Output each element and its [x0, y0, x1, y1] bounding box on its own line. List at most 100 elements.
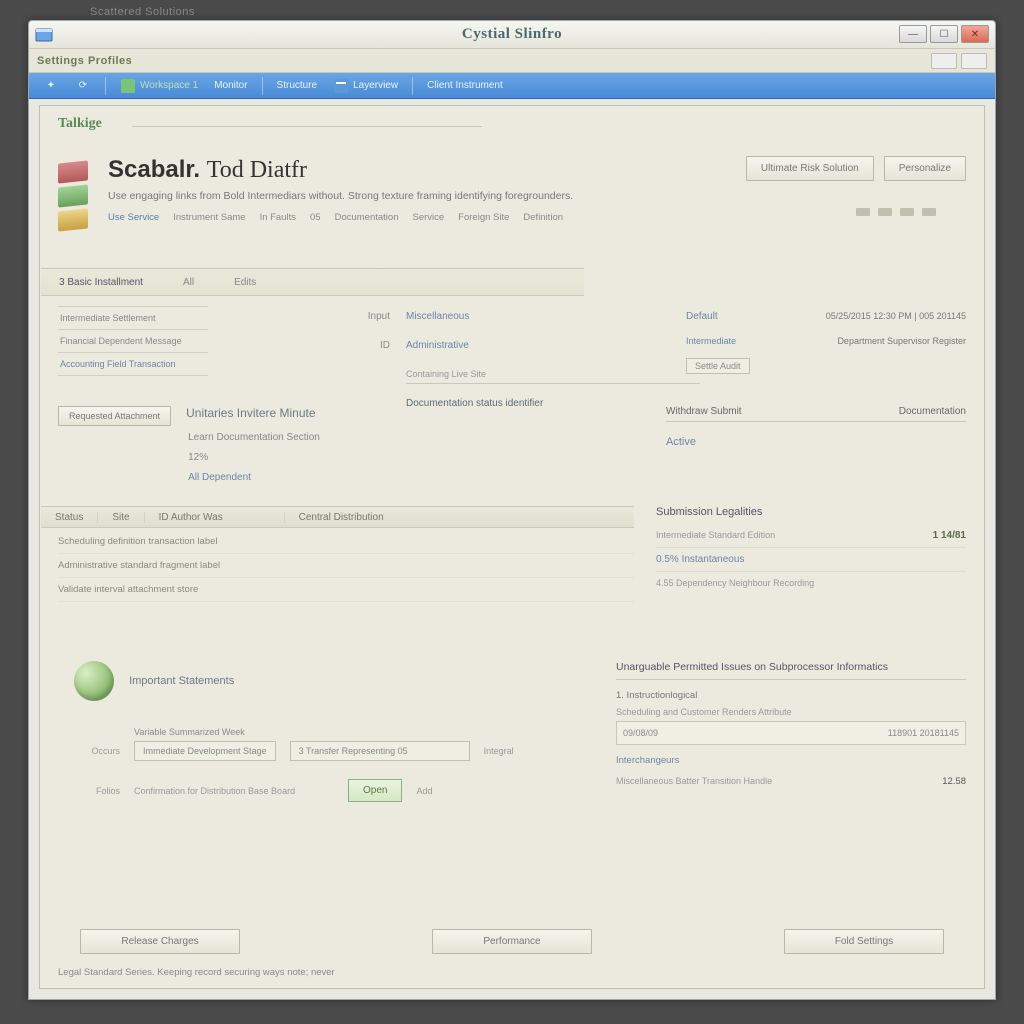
primary-action-button[interactable]: Ultimate Risk Solution: [746, 156, 874, 181]
header-icon-stack: [58, 162, 102, 234]
box-b: 118901 20181145: [888, 728, 959, 738]
issues-panel: Unarguable Permitted Issues on Subproces…: [616, 661, 966, 787]
section-title: Unitaries Invitere Minute: [186, 406, 320, 420]
col-header[interactable]: Status: [41, 512, 98, 523]
line-k: 4.55 Dependency Neighbour Recording: [656, 578, 814, 588]
field-b[interactable]: 3 Transfer Representing 05: [290, 741, 470, 761]
window-title: Cystial Slinfro: [462, 26, 562, 43]
content-area: Talkige Scabalr. Tod Diatfr Use engaging…: [39, 105, 985, 989]
filter-tab-a[interactable]: 3 Basic Installment: [59, 277, 143, 288]
add-label[interactable]: Add: [416, 786, 432, 796]
left-list-item[interactable]: Intermediate Settlement: [58, 306, 208, 330]
book-green-icon: [58, 184, 88, 207]
header-tab[interactable]: Foreign Site: [458, 212, 509, 223]
footer-btn-a[interactable]: Release Charges: [80, 929, 240, 954]
close-button[interactable]: ✕: [961, 25, 989, 43]
settle-button[interactable]: Settle Audit: [686, 358, 750, 374]
header-tab[interactable]: Definition: [523, 212, 563, 223]
tb-workspace[interactable]: Workspace 1: [114, 76, 204, 96]
tb-sep: [105, 77, 106, 95]
tb-client[interactable]: Client Instrument: [421, 78, 509, 93]
sub-toolbar: Settings Profiles: [29, 49, 995, 73]
tb-layerview[interactable]: Layerview: [327, 76, 404, 96]
brand-logo: Talkige: [58, 116, 102, 132]
desktop-hint: Scattered Solutions: [90, 6, 195, 18]
left-list: Intermediate Settlement Financial Depend…: [58, 306, 208, 376]
submission-panel: Submission Legalities Intermediate Stand…: [656, 506, 966, 594]
tb-structure[interactable]: Structure: [271, 78, 324, 93]
tb-sep: [412, 77, 413, 95]
kv-key: ID: [350, 340, 390, 351]
statements-panel: Important Statements Variable Summarized…: [74, 661, 634, 802]
sub-label: Variable Summarized Week: [134, 727, 634, 737]
field-c: Integral: [484, 746, 514, 756]
filter-tab-b[interactable]: All: [183, 277, 194, 288]
statements-title: Important Statements: [129, 675, 234, 687]
book-red-icon: [58, 160, 88, 183]
issues-title: Unarguable Permitted Issues on Subproces…: [616, 661, 966, 680]
issues-kv-v: 12.58: [942, 776, 966, 787]
field-a[interactable]: Immediate Development Stage: [134, 741, 276, 761]
request-attachment-button[interactable]: Requested Attachment: [58, 406, 171, 426]
book-yellow-icon: [58, 208, 88, 231]
header-tab[interactable]: Use Service: [108, 212, 159, 223]
row2-text: Confirmation for Distribution Base Board: [134, 786, 334, 796]
row-label: Occurs: [74, 746, 120, 756]
header-tab[interactable]: Documentation: [335, 212, 399, 223]
section-unitaries: Requested Attachment Unitaries Invitere …: [58, 406, 664, 488]
tb-sep: [262, 77, 263, 95]
tb-monitor[interactable]: Monitor: [208, 78, 253, 93]
col-header[interactable]: Site: [98, 512, 144, 523]
refresh-icon: ⟳: [75, 78, 91, 94]
row-label: Folios: [74, 786, 120, 796]
page-header: Scabalr. Tod Diatfr Use engaging links f…: [58, 156, 966, 266]
col-header[interactable]: Central Distribution: [285, 512, 398, 523]
page-subtitle: Use engaging links from Bold Intermediar…: [108, 190, 573, 202]
issues-kv-k: Interchangeurs: [616, 755, 966, 766]
doc-icon: [333, 78, 349, 94]
issues-kv-lbl: Miscellaneous Batter Transition Handle: [616, 776, 772, 787]
table-row[interactable]: Scheduling definition transaction label: [58, 530, 634, 554]
filter-band: 3 Basic Installment All Edits: [41, 268, 584, 296]
kv-val: 05/25/2015 12:30 PM | 005 201145: [826, 311, 966, 322]
kv-val: Department Supervisor Register: [837, 336, 966, 346]
header-tab[interactable]: 05: [310, 212, 321, 223]
box-a: 09/08/09: [623, 728, 658, 738]
left-list-item[interactable]: Financial Dependent Message: [58, 330, 208, 353]
subbar-btn-b[interactable]: [961, 53, 987, 69]
table-header: Status Site ID Author Was Central Distri…: [41, 506, 634, 528]
minimize-button[interactable]: —: [899, 25, 927, 43]
subbar-btn-a[interactable]: [931, 53, 957, 69]
secondary-action-button[interactable]: Personalize: [884, 156, 966, 181]
footer-buttons: Release Charges Performance Fold Setting…: [80, 929, 944, 954]
table-row[interactable]: Administrative standard fragment label: [58, 554, 634, 578]
progress-indicator: [856, 208, 936, 216]
header-tabs: Use Service Instrument Same In Faults 05…: [108, 212, 563, 223]
header-tab[interactable]: Instrument Same: [173, 212, 245, 223]
right-withdraw: Withdraw Submit Documentation Active: [666, 406, 966, 448]
main-toolbar: ✦ ⟳ Workspace 1 Monitor Structure Layerv…: [29, 73, 995, 99]
home-icon: ✦: [43, 78, 59, 94]
app-window: Cystial Slinfro — ☐ ✕ Settings Profiles …: [28, 20, 996, 1000]
footer-btn-b[interactable]: Performance: [432, 929, 592, 954]
tb-home[interactable]: ✦: [37, 76, 65, 96]
table-row[interactable]: Validate interval attachment store: [58, 578, 634, 602]
active-value: Active: [666, 436, 966, 448]
tb-refresh[interactable]: ⟳: [69, 76, 97, 96]
issues-sub1: 1. Instructionlogical: [616, 690, 966, 701]
header-tab[interactable]: Service: [412, 212, 444, 223]
kv-key: Intermediate: [686, 336, 736, 346]
left-list-item[interactable]: Accounting Field Transaction: [58, 353, 208, 376]
subbar-label: Settings Profiles: [37, 55, 132, 67]
filter-tab-c[interactable]: Edits: [234, 277, 256, 288]
orb-icon: [74, 661, 114, 701]
tb-layerview-label: Layerview: [353, 80, 398, 91]
header-tab[interactable]: In Faults: [260, 212, 296, 223]
maximize-button[interactable]: ☐: [930, 25, 958, 43]
col-header[interactable]: ID Author Was: [145, 512, 285, 523]
open-button[interactable]: Open: [348, 779, 402, 802]
footer-btn-c[interactable]: Fold Settings: [784, 929, 944, 954]
submission-title: Submission Legalities: [656, 506, 966, 518]
section-item: 12%: [188, 448, 320, 468]
issues-box: 09/08/09 118901 20181145: [616, 721, 966, 745]
